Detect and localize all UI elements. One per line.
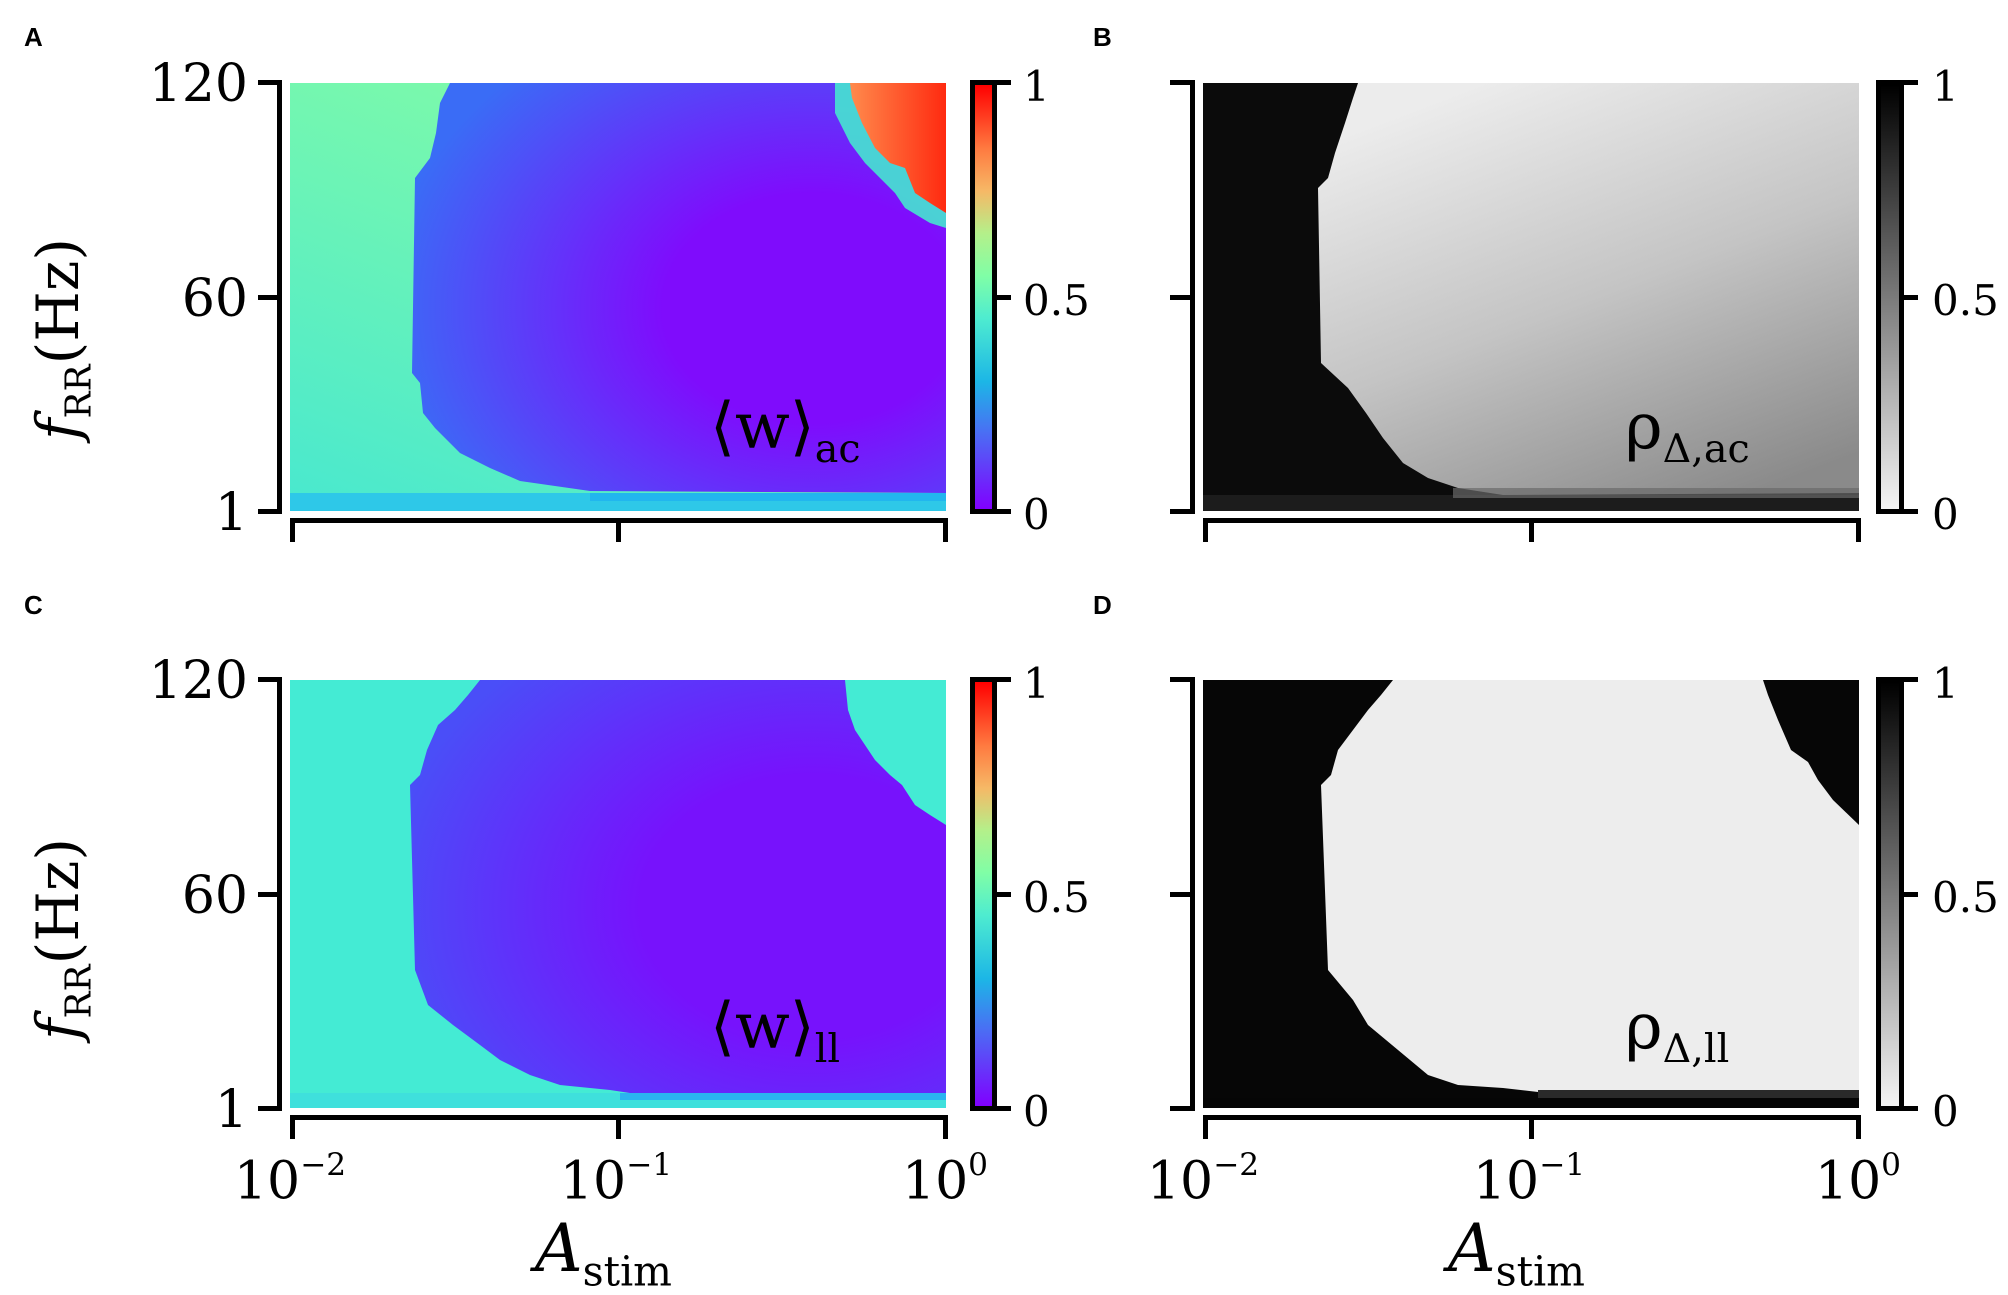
x-tick-label-2-c: 100 [901,1147,988,1212]
cb-tick-1-c [993,677,1011,682]
x-tick-0-c [290,1115,295,1139]
y-tick-label-60-a: 60 [181,269,248,329]
x-tick-label-2-d: 100 [1814,1147,1901,1212]
y-tick-1-a [258,509,282,514]
cb-tick-05-c [993,892,1011,897]
cb-label-1-c: 1 [1023,659,1050,708]
y-tick-1-b [1170,509,1195,514]
cb-tick-1-b [1900,80,1918,85]
heatmap-a [290,83,946,511]
x-tick-1-c [616,1115,621,1139]
y-tick-label-1-a: 1 [214,483,248,543]
cb-tick-1-a [993,80,1011,85]
y-tick-1-d [1170,1106,1195,1111]
y-axis-label-c: fRR(Hz) [24,837,100,1040]
cb-label-05-b: 0.5 [1932,276,1999,325]
y-tick-120-c [258,677,282,682]
y-tick-label-120-a: 120 [148,54,248,114]
cb-label-0-a: 0 [1023,490,1050,539]
cb-tick-1-d [1900,677,1918,682]
cb-label-1-a: 1 [1023,62,1050,111]
y-tick-60-c [258,892,282,897]
x-tick-0-a [290,518,295,542]
x-tick-0-d [1203,1115,1208,1139]
cb-label-05-d: 0.5 [1932,873,1999,922]
cb-tick-0-b [1900,509,1918,514]
y-axis-label-a: fRR(Hz) [24,237,100,440]
cb-label-05-a: 0.5 [1023,276,1090,325]
x-axis-label-d: Astim [1448,1210,1585,1295]
x-tick-label-1-c: 10−1 [559,1147,673,1212]
cb-tick-0-d [1900,1106,1918,1111]
annotation-d: ρΔ,ll [1625,990,1730,1072]
x-tick-1-d [1529,1115,1534,1139]
x-tick-label-1-d: 10−1 [1472,1147,1586,1212]
y-tick-120-b [1170,80,1195,85]
cb-label-1-b: 1 [1932,62,1959,111]
y-tick-1-c [258,1106,282,1111]
x-axis-label-c: Astim [535,1210,672,1295]
cb-label-05-c: 0.5 [1023,873,1090,922]
cb-label-0-d: 0 [1932,1087,1959,1136]
x-tick-2-d [1856,1115,1861,1139]
annotation-c: ⟨w⟩ll [710,990,841,1072]
y-tick-label-1-c: 1 [214,1080,248,1140]
cb-tick-0-c [993,1106,1011,1111]
heatmap-d [1203,680,1859,1108]
y-tick-60-d [1170,892,1195,897]
y-tick-60-b [1170,295,1195,300]
y-tick-label-120-c: 120 [148,651,248,711]
x-tick-0-b [1203,518,1208,542]
cb-tick-0-a [993,509,1011,514]
y-tick-120-d [1170,677,1195,682]
x-tick-2-c [943,1115,948,1139]
panel-letter-b: B [1093,22,1112,52]
cb-tick-05-b [1900,295,1918,300]
y-tick-60-a [258,295,282,300]
cb-label-0-b: 0 [1932,490,1959,539]
cb-label-0-c: 0 [1023,1087,1050,1136]
x-tick-label-0-d: 10−2 [1146,1147,1260,1212]
cb-tick-05-a [993,295,1011,300]
x-tick-2-b [1856,518,1861,542]
cb-label-1-d: 1 [1932,659,1959,708]
x-tick-1-b [1529,518,1534,542]
x-tick-2-a [943,518,948,542]
annotation-b: ρΔ,ac [1625,390,1750,472]
panel-letter-c: C [24,590,43,620]
x-tick-label-0-c: 10−2 [233,1147,347,1212]
cb-tick-05-d [1900,892,1918,897]
y-tick-120-a [258,80,282,85]
y-tick-label-60-c: 60 [181,866,248,926]
annotation-a: ⟨w⟩ac [710,390,861,472]
heatmap-b [1203,83,1859,511]
heatmap-c [290,680,946,1108]
panel-letter-a: A [24,22,43,52]
x-tick-1-a [616,518,621,542]
panel-letter-d: D [1093,590,1112,620]
